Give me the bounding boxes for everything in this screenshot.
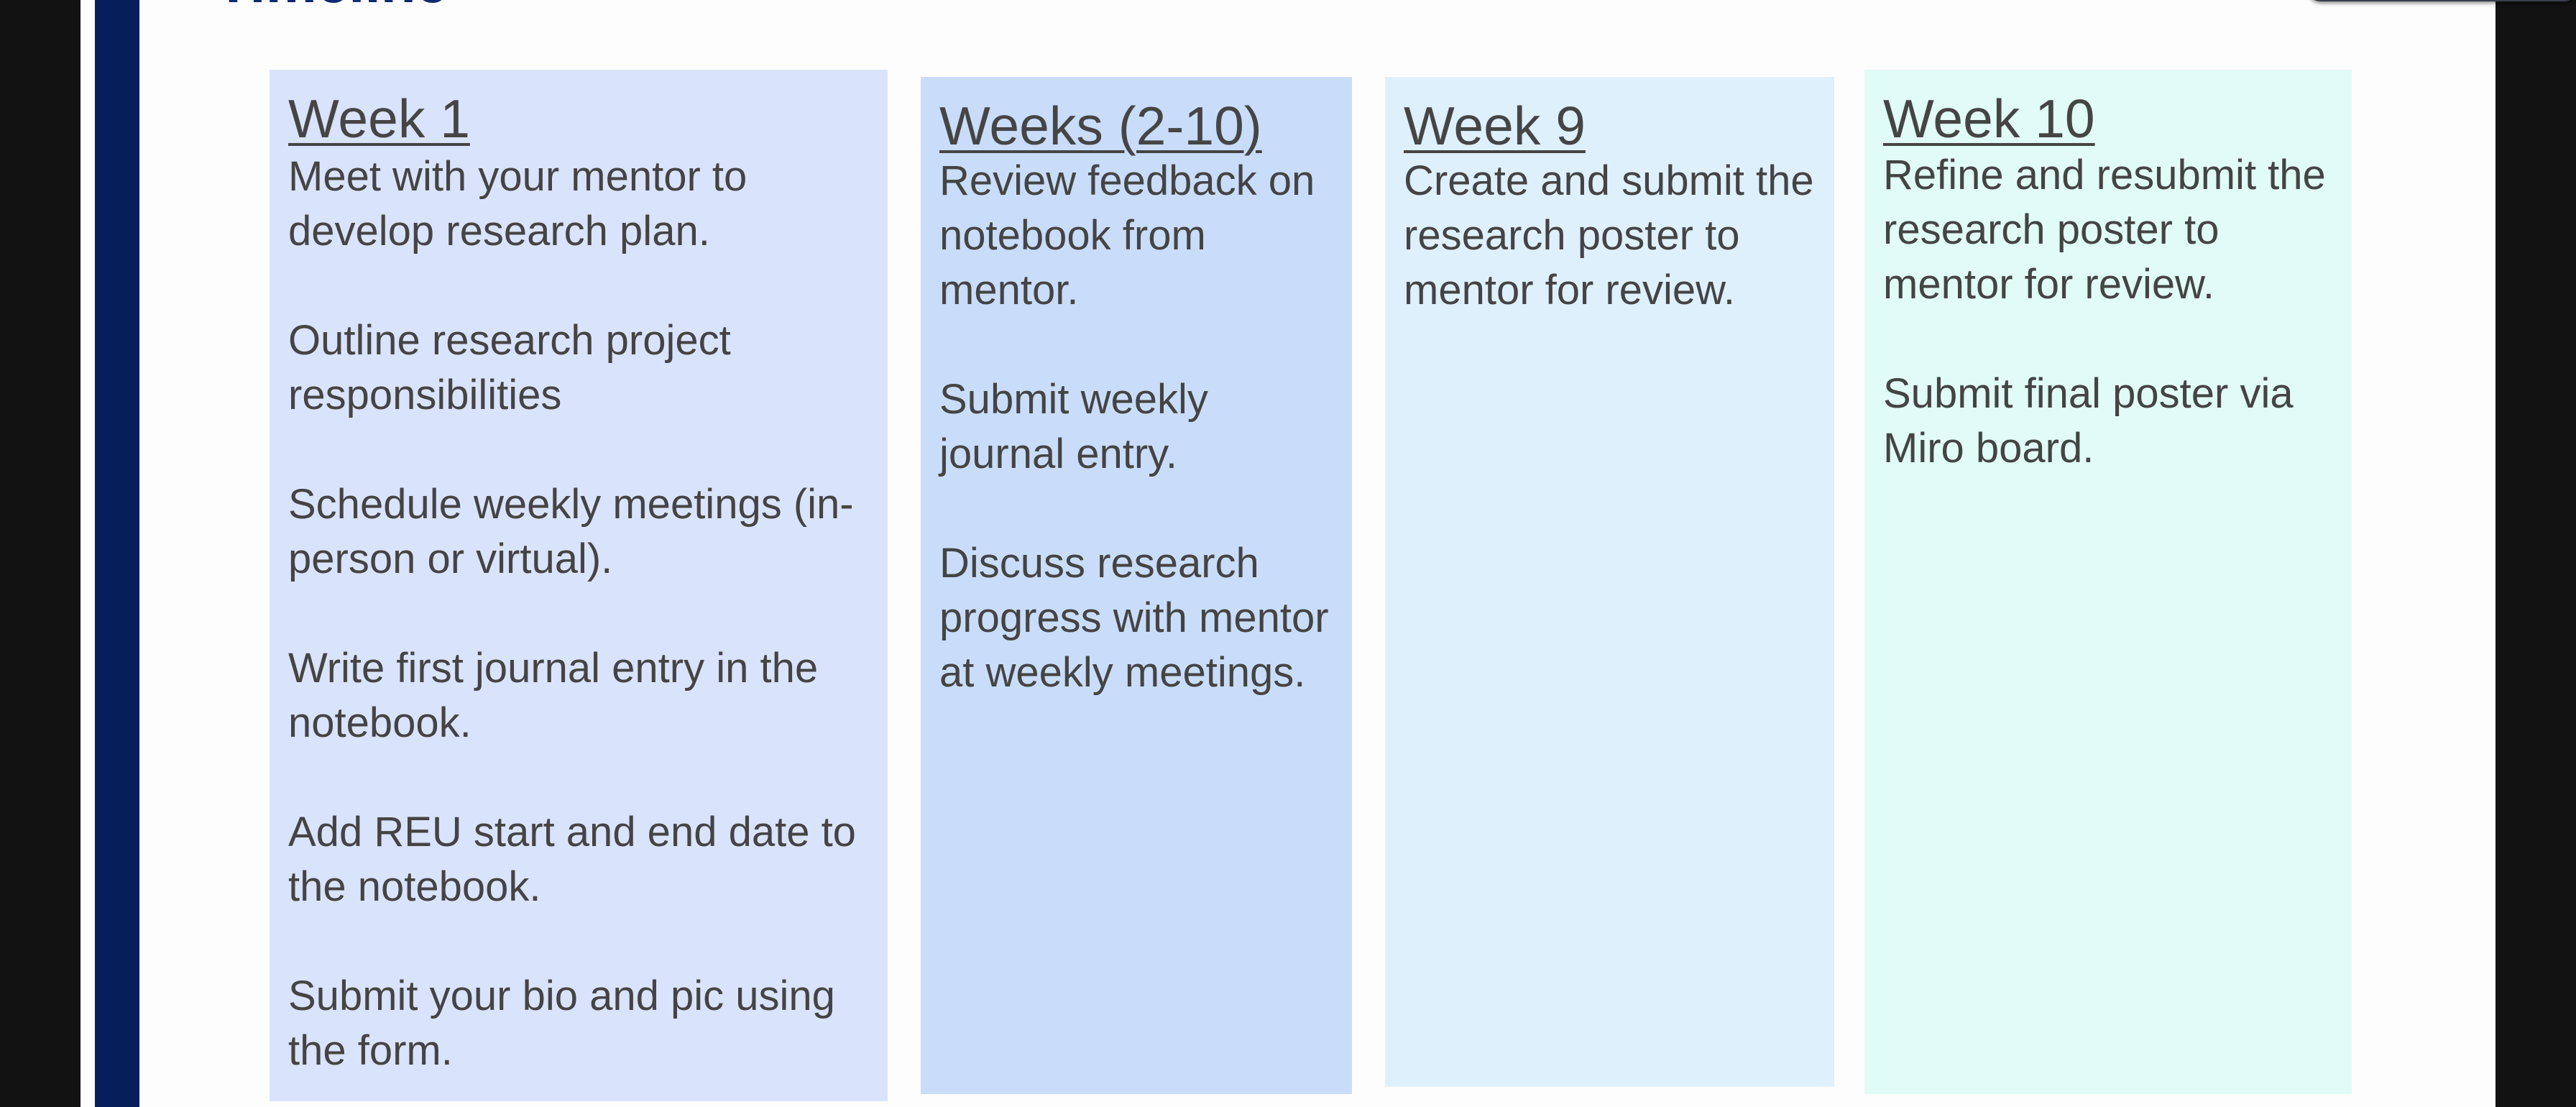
- list-item: Refine and resubmit the research poster …: [1883, 151, 2326, 308]
- presentation-toolbar[interactable]: [2309, 0, 2576, 1]
- list-item: Submit your bio and pic using the form.: [288, 972, 835, 1074]
- list-item: Outline research project responsibilitie…: [288, 316, 731, 418]
- list-item: Add REU start and end date to the notebo…: [288, 808, 856, 910]
- timeline-column-week-10: Week 10 Refine and resubmit the research…: [1864, 70, 2352, 1094]
- timeline-column-week-9: Week 9 Create and submit the research po…: [1385, 77, 1834, 1087]
- column-heading: Weeks (2-10): [939, 96, 1262, 156]
- list-item: Meet with your mentor to develop researc…: [288, 152, 748, 254]
- column-heading: Week 1: [288, 88, 470, 149]
- list-item: Schedule weekly meetings (in-person or v…: [288, 480, 854, 582]
- list-item: Create and submit the research poster to…: [1404, 157, 1814, 313]
- column-heading: Week 10: [1883, 88, 2095, 149]
- list-item: Submit final poster via Miro board.: [1883, 369, 2294, 472]
- list-item: Discuss research progress with mentor at…: [939, 539, 1329, 696]
- list-item: Submit weekly journal entry.: [939, 375, 1208, 477]
- timeline-column-week-1: Week 1 Meet with your mentor to develop …: [270, 70, 888, 1101]
- accent-bar: [95, 0, 139, 1107]
- list-item: Write first journal entry in the noteboo…: [288, 644, 819, 746]
- list-item: Review feedback on notebook from mentor.: [939, 157, 1315, 313]
- column-heading: Week 9: [1404, 96, 1586, 156]
- timeline-column-weeks-2-10: Weeks (2-10) Review feedback on notebook…: [921, 77, 1352, 1094]
- slide-title: Timeline: [216, 0, 448, 16]
